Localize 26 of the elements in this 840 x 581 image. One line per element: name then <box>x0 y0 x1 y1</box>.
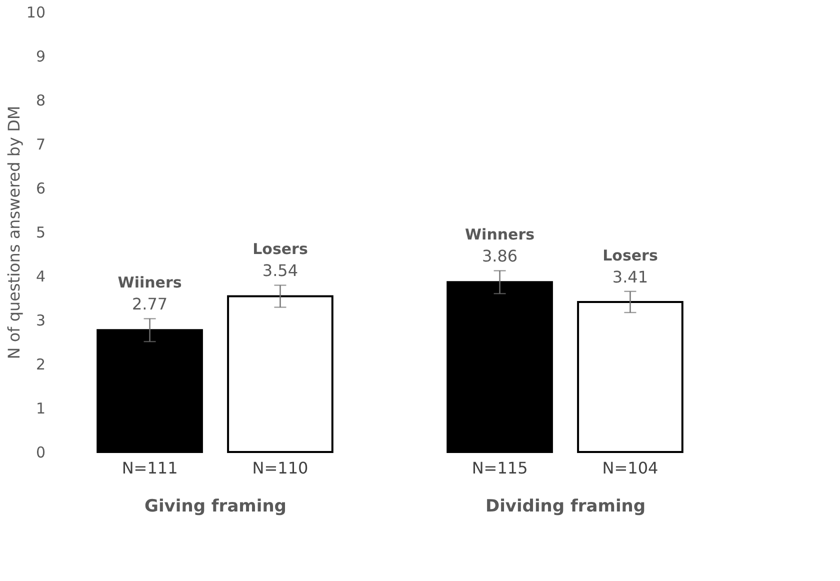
y-tick-label: 3 <box>36 312 46 330</box>
y-tick-label: 4 <box>36 268 46 286</box>
data-label: 3.86 <box>482 246 518 266</box>
y-tick-label: 10 <box>26 4 46 22</box>
y-tick-label: 8 <box>36 92 46 110</box>
y-tick-label: 9 <box>36 48 46 66</box>
x-tick-label: N=110 <box>252 458 308 478</box>
x-axis-title: Giving framing <box>144 496 286 516</box>
y-tick-label: 5 <box>36 224 46 242</box>
text: Losers <box>252 240 308 258</box>
text: Losers <box>602 246 658 264</box>
text: Wiiners <box>118 274 182 292</box>
y-tick-label: 1 <box>36 400 46 418</box>
y-tick-label: 6 <box>36 180 46 198</box>
x-tick-label: N=111 <box>122 458 178 478</box>
y-tick-label: 7 <box>36 136 46 154</box>
data-label: 3.41 <box>612 267 648 286</box>
y-tick-label: 2 <box>36 356 46 374</box>
x-axis-title: Dividing framing <box>485 496 646 516</box>
y-axis-title: N of questions answered by DM <box>4 106 24 360</box>
text: Winners <box>465 226 535 244</box>
y-tick-label: 0 <box>36 444 46 462</box>
x-tick-label: N=104 <box>602 458 658 478</box>
x-tick-label: N=115 <box>472 458 528 478</box>
data-label: 2.77 <box>132 294 168 314</box>
data-label: 3.54 <box>262 261 298 280</box>
